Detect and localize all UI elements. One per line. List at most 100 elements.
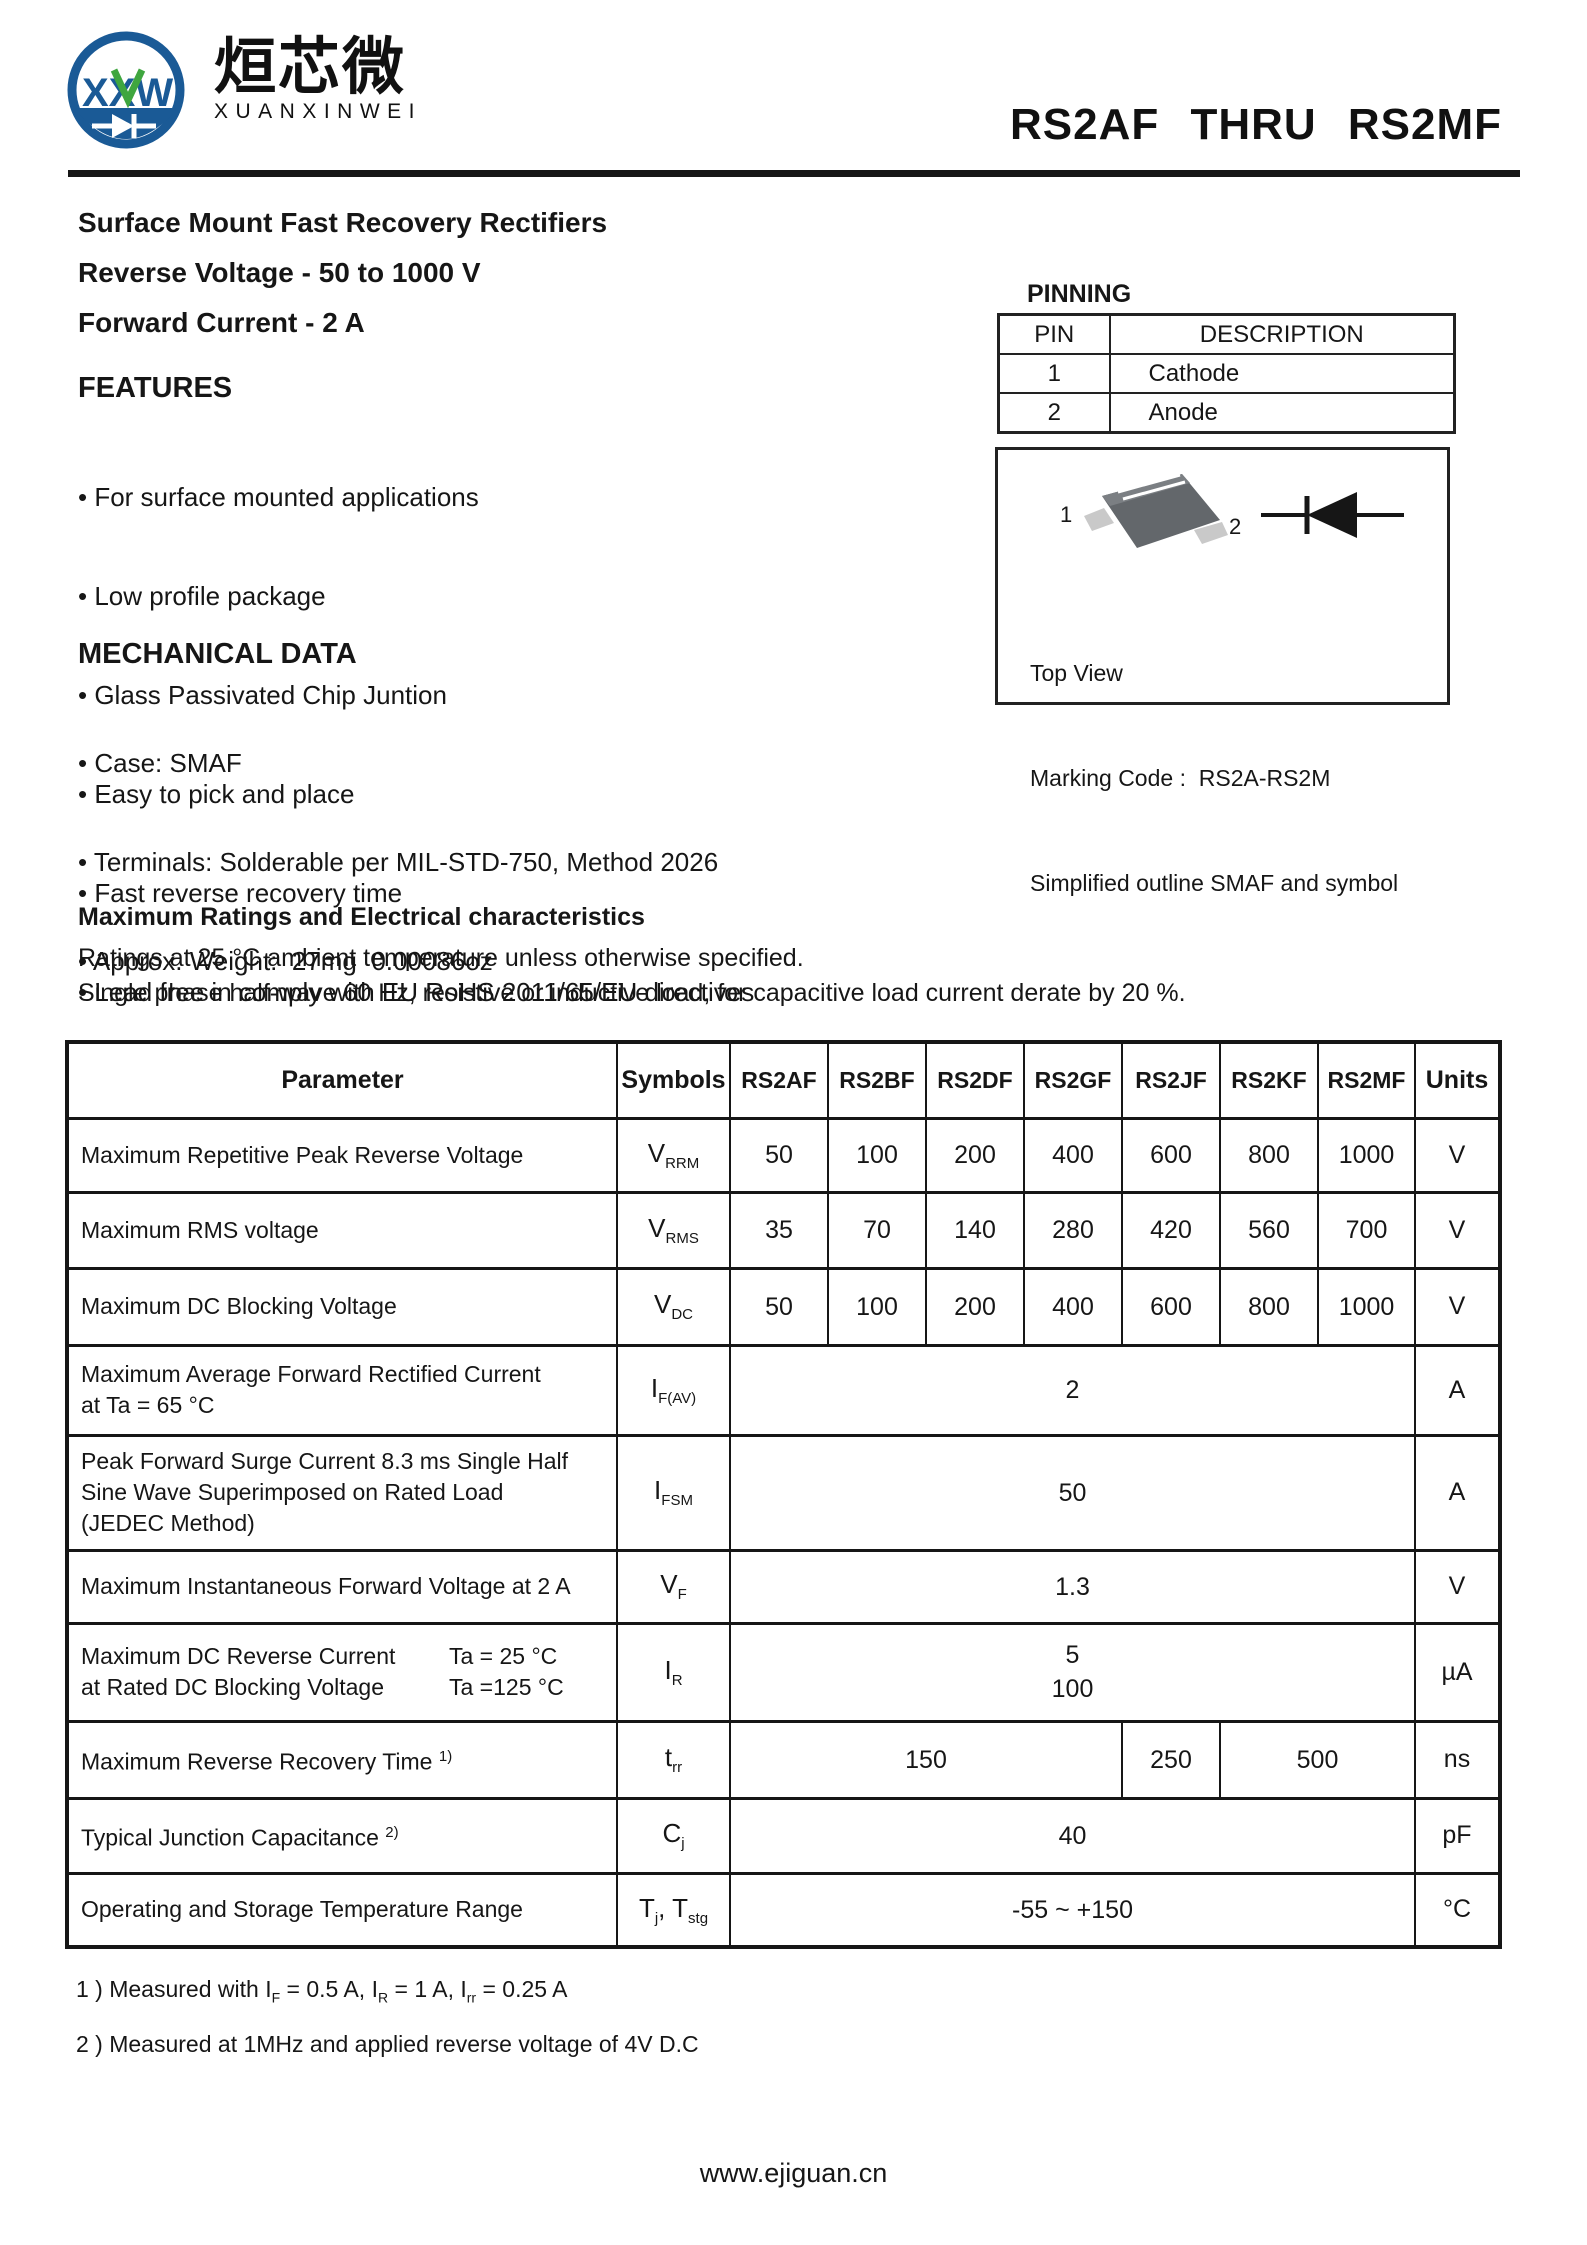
column-header-rs2af: RS2AF (729, 1040, 829, 1120)
feature-item: Glass Passivated Chip Juntion (78, 679, 754, 712)
unit-cell: pF (1414, 1796, 1501, 1875)
features-section: FEATURES For surface mounted application… (78, 372, 754, 1075)
unit-cell: °C (1414, 1871, 1501, 1949)
value-cell: 1000 (1317, 1266, 1416, 1347)
value-cell: 100 (827, 1266, 927, 1347)
logo-text: 烜芯微 XUANXINWEI (214, 28, 422, 124)
column-header-rs2gf: RS2GF (1023, 1040, 1123, 1120)
table-row: Maximum DC Reverse Current Ta = 25 °C at R… (66, 1621, 1501, 1723)
symbol-cell: VRRM (616, 1116, 731, 1194)
value-cell: 200 (925, 1266, 1025, 1347)
value-cell: 400 (1023, 1116, 1123, 1194)
symbol-cell: IF(AV) (616, 1343, 731, 1437)
feature-item: Easy to pick and place (78, 778, 754, 811)
value-cell: 560 (1219, 1190, 1319, 1270)
package-outline-box: 1 2 Top View Marking Code : RS2A-RS2M Si… (995, 447, 1450, 896)
table-row: Peak Forward Surge Current 8.3 ms Single… (66, 1433, 1501, 1552)
page-title: RS2AF THRU RS2MF (1009, 100, 1502, 149)
value-cell: 420 (1121, 1190, 1221, 1270)
pin-number: 1 (997, 353, 1111, 394)
footnotes: 1 ) Measured with IF = 0.5 A, IR = 1 A, … (76, 1966, 699, 2067)
param-cell: Typical Junction Capacitance 2) (66, 1796, 618, 1875)
mechanical-item: Terminals: Solderable per MIL-STD-750, M… (78, 846, 718, 879)
pin-number: 2 (997, 392, 1111, 434)
table-header-row: Parameter Symbols RS2AF RS2BF RS2DF RS2GF RS2J… (66, 1040, 1501, 1120)
footnote-line: 2 ) Measured at 1MHz and applied reverse… (76, 2030, 699, 2057)
pinning-table: PIN DESCRIPTION 1 Cathode 2 Anode (997, 313, 1456, 434)
table-row: Maximum Repetitive Peak Reverse Voltage V… (66, 1116, 1501, 1194)
param-cell: Maximum DC Reverse Current Ta = 25 °C at R… (66, 1621, 618, 1723)
column-header-units: Units (1414, 1040, 1501, 1120)
mechanical-item: Case: SMAF (78, 747, 718, 780)
symbol-cell: IR (616, 1621, 731, 1723)
ratings-note-2: Single phase half-wave 60 Hz, resistive … (78, 979, 1186, 1007)
symbol-cell: Cj (616, 1796, 731, 1875)
table-row: Maximum Average Forward Rectified Curren… (66, 1343, 1501, 1437)
table-row: Typical Junction Capacitance 2) Cj 40 pF (66, 1796, 1501, 1875)
mechanical-list: Case: SMAF Terminals: Solderable per MIL… (78, 681, 718, 1044)
value-cell: 2 (729, 1343, 1416, 1437)
column-header-rs2kf: RS2KF (1219, 1040, 1319, 1120)
unit-cell: V (1414, 1266, 1501, 1347)
mechanical-heading: MECHANICAL DATA (78, 638, 357, 670)
symbol-cell: VRMS (616, 1190, 731, 1270)
column-header-parameter: Parameter (66, 1040, 618, 1120)
package-caption-line: Marking Code : RS2A-RS2M (1030, 765, 1331, 791)
value-cell: 600 (1121, 1116, 1221, 1194)
value-cell: 35 (729, 1190, 829, 1270)
value-cell: 50 (729, 1266, 829, 1347)
feature-item: Lead free in comply with EU RoHS 2011/65… (78, 976, 754, 1009)
param-cell: Maximum DC Blocking Voltage (66, 1266, 618, 1347)
param-cell: Operating and Storage Temperature Range (66, 1871, 618, 1949)
symbol-cell: VF (616, 1548, 731, 1625)
param-cell: Maximum RMS voltage (66, 1190, 618, 1270)
mechanical-item: Approx. Weight: 27mg 0.00086oz (78, 945, 718, 978)
param-cell: Peak Forward Surge Current 8.3 ms Single… (66, 1433, 618, 1552)
company-logo: XXW 烜芯微 XUANXINWEI (58, 28, 422, 158)
unit-cell: A (1414, 1343, 1501, 1437)
intro-line-3: Forward Current - 2 A (78, 307, 365, 338)
pin-description: Anode (1108, 392, 1456, 434)
table-row: Maximum DC Blocking Voltage VDC 50 100 200 40… (66, 1266, 1501, 1347)
package-caption-line: Top View (1030, 660, 1123, 686)
value-cell: 700 (1317, 1190, 1416, 1270)
features-list: For surface mounted applications Low pro… (78, 415, 754, 1075)
features-heading: FEATURES (78, 372, 233, 404)
param-cell: Maximum Repetitive Peak Reverse Voltage (66, 1116, 618, 1194)
value-cell: 150 (729, 1719, 1123, 1800)
value-cell: 200 (925, 1116, 1025, 1194)
table-row: Maximum Reverse Recovery Time 1) trr 150 25… (66, 1719, 1501, 1800)
value-cell: 50 (729, 1433, 1416, 1552)
pin-description: Cathode (1108, 353, 1456, 394)
table-row: Maximum RMS voltage VRMS 35 70 140 280 420 560 7… (66, 1190, 1501, 1270)
package-caption: Top View Marking Code : RS2A-RS2M Simpli… (1030, 586, 1398, 971)
diode-symbol-icon (1261, 492, 1404, 538)
param-cell: Maximum Instantaneous Forward Voltage at… (66, 1548, 618, 1625)
ratings-note-1: Ratings at 25 °C ambient temperature unl… (78, 944, 804, 972)
unit-cell: ns (1414, 1719, 1501, 1800)
unit-cell: V (1414, 1548, 1501, 1625)
value-cell: 500 (1219, 1719, 1416, 1800)
table-row: Maximum Instantaneous Forward Voltage at… (66, 1548, 1501, 1625)
symbol-cell: VDC (616, 1266, 731, 1347)
intro-line-1: Surface Mount Fast Recovery Rectifiers (78, 207, 608, 238)
ratings-heading: Maximum Ratings and Electrical character… (78, 903, 645, 931)
column-header-rs2bf: RS2BF (827, 1040, 927, 1120)
logo-roman-name: XUANXINWEI (214, 100, 423, 123)
smaf-package-icon (1084, 473, 1228, 548)
pinning-heading: PINNING (1027, 280, 1132, 308)
symbol-cell: trr (616, 1719, 731, 1800)
unit-cell: A (1414, 1433, 1501, 1552)
logo-green-accent (110, 68, 146, 109)
value-cell: 250 (1121, 1719, 1221, 1800)
value-cell: 400 (1023, 1266, 1123, 1347)
symbol-cell: Tj, Tstg (616, 1871, 731, 1949)
value-cell: 1000 (1317, 1116, 1416, 1194)
unit-cell: V (1414, 1116, 1501, 1194)
column-header-rs2jf: RS2JF (1121, 1040, 1221, 1120)
unit-cell: µA (1414, 1621, 1501, 1723)
mechanical-data-section: MECHANICAL DATA Case: SMAF Terminals: So… (78, 638, 718, 1044)
intro-line-2: Reverse Voltage - 50 to 1000 V (78, 257, 481, 288)
package-caption-line: Simplified outline SMAF and symbol (1030, 870, 1399, 896)
feature-item: Fast reverse recovery time (78, 877, 754, 910)
